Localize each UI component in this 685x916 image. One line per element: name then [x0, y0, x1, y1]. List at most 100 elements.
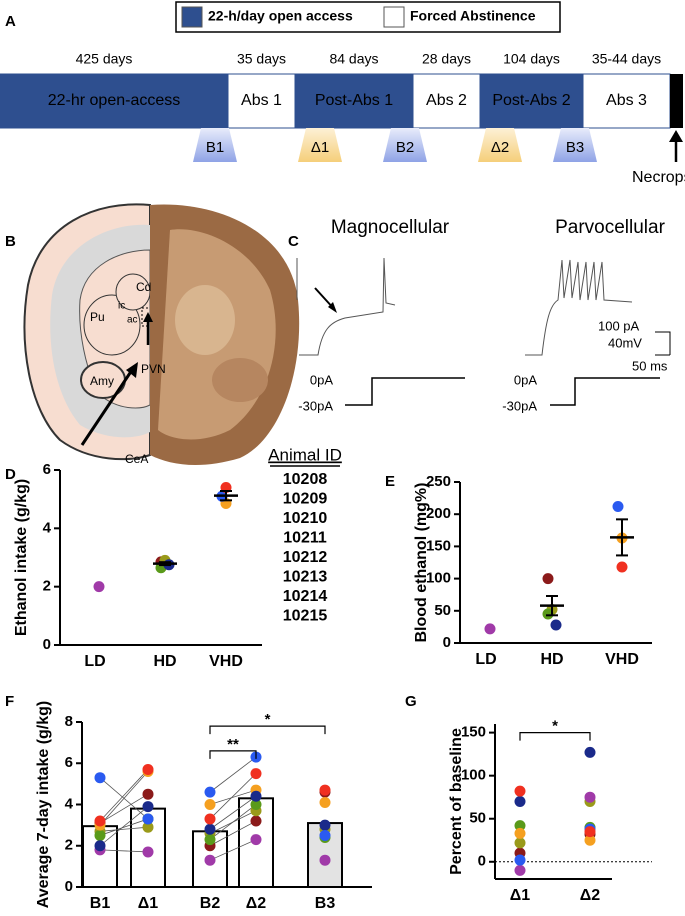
panel-letter: E	[385, 473, 395, 490]
timeline-segment	[294, 73, 414, 129]
timeline-segment	[227, 73, 296, 129]
y-tick-label: 0	[478, 853, 486, 870]
pair-line	[99, 777, 149, 820]
y-tick-label: 0	[65, 878, 73, 895]
timepoint-marker	[553, 128, 597, 162]
brain-drawing	[23, 203, 300, 466]
y-tick-label: 2	[43, 578, 51, 595]
legend-title: Animal ID	[268, 445, 342, 464]
data-point	[94, 772, 106, 784]
data-point	[204, 786, 216, 798]
x-tick-label: VHD	[209, 653, 243, 670]
y-tick-label: 50	[469, 810, 486, 827]
brain-label: ic	[118, 301, 125, 312]
significance-label: *	[265, 711, 271, 728]
scale-label: 40mV	[608, 335, 642, 350]
data-point	[93, 581, 105, 593]
legend-swatch	[383, 6, 405, 28]
data-point	[514, 854, 526, 866]
arrow-head	[669, 130, 683, 142]
pair-line	[209, 795, 257, 830]
timeline-segment	[479, 73, 584, 129]
legend-entry: 10208	[283, 471, 328, 488]
segment-label: Abs 2	[426, 92, 467, 109]
segment-duration: 425 days	[76, 51, 133, 67]
pair-line	[99, 818, 149, 836]
data-point	[94, 815, 106, 827]
significance-bracket	[209, 725, 326, 735]
data-point	[142, 813, 154, 825]
significance-bracket	[519, 732, 591, 741]
timepoint-marker	[193, 128, 237, 162]
panel-letter: A	[5, 13, 16, 30]
legend-label: 22-h/day open access	[208, 8, 353, 24]
segment-label: 22-hr open-access	[48, 92, 181, 109]
data-point	[550, 619, 562, 631]
data-point	[142, 846, 154, 858]
data-point	[94, 829, 106, 841]
scale-label: 50 ms	[632, 358, 668, 373]
current-label: 0pA	[514, 372, 537, 387]
data-point	[319, 854, 331, 866]
brain-label: ac	[127, 315, 138, 326]
panel-letter: C	[288, 233, 299, 250]
y-tick-label: 100	[426, 570, 451, 587]
brain-label: Pu	[90, 310, 105, 324]
data-point	[319, 796, 331, 808]
panel-letter: B	[5, 233, 16, 250]
pair-line	[99, 806, 149, 847]
data-point	[204, 813, 216, 825]
x-tick-label: Δ2	[580, 887, 601, 904]
pair-line	[99, 769, 149, 822]
x-tick-label: HD	[540, 651, 563, 668]
data-point	[250, 815, 262, 827]
trace-title: Parvocellular	[555, 217, 665, 238]
x-tick-label: B3	[315, 895, 336, 912]
y-tick-label: 4	[65, 795, 74, 812]
x-tick-label: Δ1	[510, 887, 531, 904]
timepoint-marker	[383, 128, 427, 162]
legend-label: Forced Abstinence	[410, 8, 536, 24]
timepoint-marker	[298, 128, 342, 162]
panel-letter: D	[5, 466, 16, 483]
brain-label: PVN	[141, 362, 166, 376]
data-point	[319, 819, 331, 831]
data-point	[584, 791, 596, 803]
y-tick-label: 4	[43, 519, 52, 536]
y-tick-label: 0	[443, 634, 451, 651]
legend-box	[175, 1, 561, 33]
legend-entry: 10209	[283, 491, 328, 508]
legend-entry: 10214	[283, 588, 328, 605]
segment-label: Post-Abs 1	[315, 92, 393, 109]
pair-line	[209, 820, 257, 847]
brain-label: CeA	[125, 452, 148, 466]
y-tick-label: 200	[426, 505, 451, 522]
legend-entry: 10211	[283, 530, 327, 547]
data-point	[514, 796, 526, 807]
pair-line	[209, 773, 257, 820]
significance-label: **	[227, 736, 239, 753]
data-point	[584, 834, 596, 846]
data-point	[204, 823, 216, 835]
segment-label: Post-Abs 2	[492, 92, 570, 109]
legend-entry: 10215	[283, 608, 328, 625]
y-tick-label: 2	[65, 837, 73, 854]
y-tick-label: 100	[461, 767, 486, 784]
current-label: 0pA	[310, 372, 333, 387]
legend-entry: 10213	[283, 569, 328, 586]
x-tick-label: LD	[84, 653, 105, 670]
data-point	[514, 827, 526, 839]
data-point	[542, 608, 554, 620]
data-point	[584, 746, 596, 758]
marker-label: B3	[566, 139, 584, 156]
pair-line	[99, 849, 149, 853]
timeline-segment	[412, 73, 481, 129]
timeline-end	[670, 74, 683, 128]
segment-label: Abs 3	[606, 92, 647, 109]
data-point	[612, 500, 624, 512]
y-axis-label: Blood ethanol (mg%)	[413, 483, 430, 643]
marker-label: B1	[206, 139, 224, 156]
data-point	[319, 784, 331, 796]
timepoint-marker	[478, 128, 522, 162]
data-point	[142, 801, 154, 813]
